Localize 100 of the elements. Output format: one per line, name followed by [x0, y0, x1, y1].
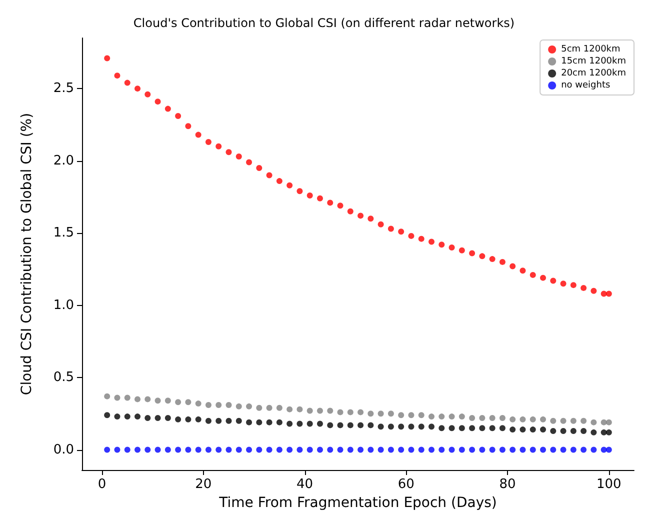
point: [195, 446, 202, 453]
point: [388, 226, 394, 232]
point: [347, 422, 354, 428]
y-tick-label: 2.5: [53, 81, 74, 96]
point: [205, 446, 212, 453]
point: [134, 446, 141, 453]
point: [368, 216, 374, 222]
point: [499, 446, 506, 453]
point: [216, 143, 222, 150]
point: [606, 290, 612, 297]
point: [266, 419, 272, 426]
point: [438, 242, 445, 248]
point: [276, 404, 282, 411]
point: [388, 410, 394, 417]
point: [104, 446, 110, 453]
point: [216, 402, 222, 408]
point: [510, 426, 516, 433]
point: [489, 256, 496, 262]
point: [520, 268, 526, 274]
point: [347, 208, 354, 214]
point: [226, 149, 232, 156]
point: [236, 446, 242, 453]
point: [316, 195, 323, 202]
point: [550, 418, 556, 424]
point: [378, 410, 384, 417]
point: [276, 446, 282, 453]
point: [327, 200, 334, 206]
point: [458, 414, 465, 420]
point: [368, 410, 374, 417]
point: [358, 446, 364, 453]
point: [358, 212, 364, 219]
point: [540, 426, 546, 433]
point: [428, 446, 434, 453]
point: [286, 182, 293, 188]
point: [590, 429, 597, 436]
point: [448, 425, 455, 432]
point: [606, 446, 612, 453]
point: [185, 123, 192, 130]
point: [124, 446, 130, 453]
point: [388, 424, 394, 430]
point: [570, 428, 576, 434]
point: [540, 416, 546, 422]
point: [256, 419, 262, 426]
point: [164, 414, 171, 421]
point: [378, 446, 384, 453]
point: [398, 424, 404, 430]
point: [550, 446, 556, 453]
point: [266, 404, 272, 411]
point: [590, 288, 597, 294]
point: [510, 446, 516, 453]
y-tick-label: 2.0: [53, 153, 74, 168]
point: [205, 139, 212, 146]
point: [246, 419, 252, 426]
point: [195, 416, 202, 422]
legend-label: 20cm 1200km: [561, 68, 626, 78]
point: [134, 396, 141, 402]
point: [337, 422, 344, 428]
point: [479, 425, 486, 432]
point: [306, 420, 313, 427]
point: [378, 424, 384, 430]
point: [236, 403, 242, 410]
point: [164, 446, 171, 453]
point: [398, 228, 404, 235]
point: [530, 446, 536, 453]
point: [469, 250, 476, 256]
point: [398, 412, 404, 418]
point: [560, 446, 566, 453]
point: [246, 403, 252, 410]
point: [316, 420, 323, 427]
point: [378, 221, 384, 228]
y-tick-label: 0.0: [53, 442, 74, 458]
point: [276, 178, 282, 184]
point: [550, 428, 556, 434]
point: [570, 282, 576, 288]
point: [510, 263, 516, 270]
point: [256, 404, 262, 411]
point: [124, 394, 130, 401]
point: [246, 159, 252, 166]
point: [175, 446, 182, 453]
point: [479, 253, 486, 260]
point: [205, 418, 212, 424]
point: [236, 418, 242, 424]
point: [540, 446, 546, 453]
point: [418, 236, 424, 242]
point: [246, 446, 252, 453]
point: [164, 106, 171, 112]
point: [469, 425, 476, 432]
point: [124, 414, 130, 420]
point: [458, 446, 465, 453]
point: [368, 446, 374, 453]
point: [144, 414, 151, 421]
point: [580, 446, 587, 453]
point: [398, 446, 404, 453]
x-axis-title: Time From Fragmentation Epoch (Days): [218, 495, 497, 511]
point: [195, 400, 202, 407]
point: [104, 412, 110, 418]
point: [520, 416, 526, 422]
point: [489, 446, 496, 453]
point: [185, 446, 192, 453]
point: [448, 244, 455, 250]
